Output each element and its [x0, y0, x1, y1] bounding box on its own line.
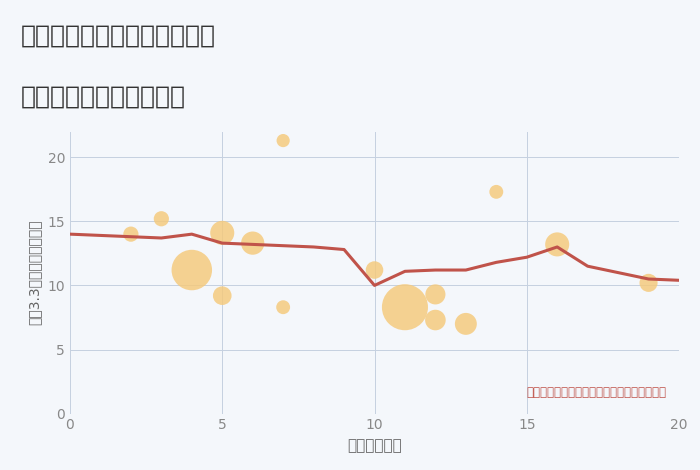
Point: [125, 230, 136, 238]
Point: [217, 229, 228, 236]
Point: [186, 266, 197, 274]
Y-axis label: 坪（3.3㎡）単価（万円）: 坪（3.3㎡）単価（万円）: [28, 220, 42, 325]
Point: [430, 316, 441, 324]
Point: [461, 320, 472, 328]
Point: [217, 292, 228, 299]
Point: [277, 304, 289, 311]
Text: 駅距離別中古戸建て価格: 駅距離別中古戸建て価格: [21, 85, 186, 109]
Point: [552, 241, 563, 248]
Point: [369, 266, 380, 274]
Point: [399, 304, 410, 311]
Point: [430, 290, 441, 298]
X-axis label: 駅距離（分）: 駅距離（分）: [347, 438, 402, 453]
Point: [491, 188, 502, 196]
Point: [156, 215, 167, 222]
Point: [277, 137, 289, 144]
Point: [643, 279, 655, 287]
Point: [247, 239, 258, 247]
Text: 円の大きさは、取引のあった物件面積を示す: 円の大きさは、取引のあった物件面積を示す: [527, 386, 667, 400]
Text: 奈良県吉野郡吉野町吉野山の: 奈良県吉野郡吉野町吉野山の: [21, 24, 216, 47]
